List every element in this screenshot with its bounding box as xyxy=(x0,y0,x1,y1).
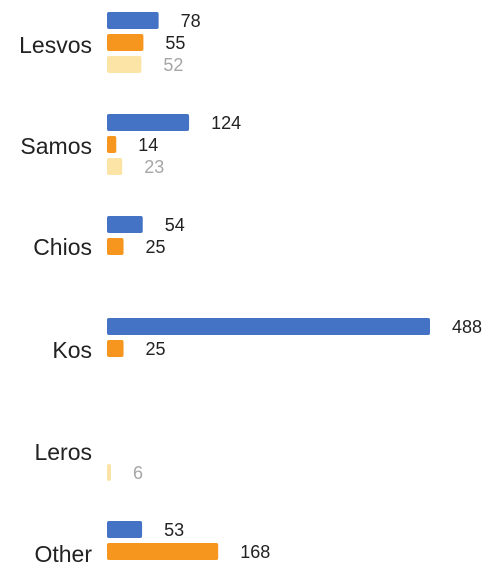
value-label-kos-series-1: 488 xyxy=(452,317,482,337)
value-label-chios-series-2: 25 xyxy=(146,237,166,257)
category-label-kos: Kos xyxy=(52,337,92,363)
value-label-lesvos-series-2: 55 xyxy=(165,33,185,53)
bar-kos-series-2 xyxy=(107,340,124,357)
category-label-lesvos: Lesvos xyxy=(19,32,92,58)
category-label-other: Other xyxy=(34,541,92,566)
bar-chios-series-2 xyxy=(107,238,124,255)
bar-samos-series-1 xyxy=(107,114,190,131)
value-label-lesvos-series-1: 78 xyxy=(181,11,201,31)
category-label-leros: Leros xyxy=(34,439,92,465)
value-label-leros-series-3: 6 xyxy=(133,463,143,483)
bar-samos-series-2 xyxy=(107,136,117,153)
value-label-lesvos-series-3: 52 xyxy=(163,55,183,75)
bar-other-series-1 xyxy=(107,521,143,538)
value-label-other-series-2: 168 xyxy=(240,542,270,562)
bar-lesvos-series-3 xyxy=(107,56,142,73)
bars xyxy=(107,12,430,560)
bar-samos-series-3 xyxy=(107,158,123,175)
value-label-kos-series-2: 25 xyxy=(146,339,166,359)
value-label-chios-series-1: 54 xyxy=(165,215,185,235)
bar-lesvos-series-1 xyxy=(107,12,159,29)
value-label-other-series-1: 53 xyxy=(164,520,184,540)
value-label-samos-series-3: 23 xyxy=(144,157,164,177)
category-labels: Lesvos Samos Chios Kos Leros Other xyxy=(19,32,92,566)
category-label-samos: Samos xyxy=(20,133,92,159)
value-label-samos-series-1: 124 xyxy=(211,113,241,133)
bar-leros-series-3 xyxy=(107,464,111,481)
bar-lesvos-series-2 xyxy=(107,34,144,51)
bar-kos-series-1 xyxy=(107,318,430,335)
bar-chios-series-1 xyxy=(107,216,143,233)
category-label-chios: Chios xyxy=(33,234,92,260)
bar-other-series-2 xyxy=(107,543,219,560)
value-label-samos-series-2: 14 xyxy=(138,135,158,155)
